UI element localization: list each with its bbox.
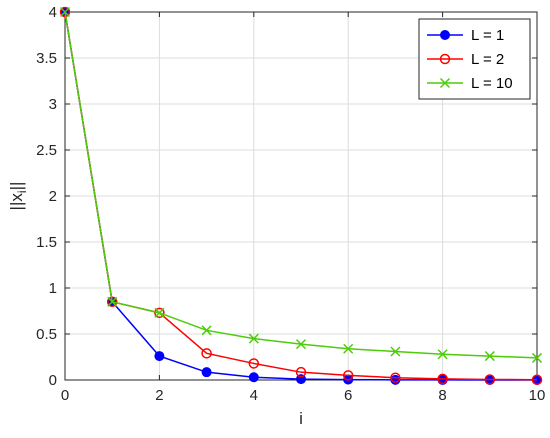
y-tick-label: 2 xyxy=(49,188,57,205)
data-point xyxy=(201,348,212,359)
data-point xyxy=(248,358,260,369)
y-axis-label-tail: || xyxy=(7,182,26,191)
legend-label: L = 10 xyxy=(471,75,513,92)
data-point xyxy=(531,374,543,385)
y-axis-label-main: ||x xyxy=(7,193,26,211)
series-group xyxy=(59,6,543,385)
y-tick-label: 2.5 xyxy=(36,142,57,159)
data-point xyxy=(154,307,165,318)
data-point xyxy=(342,370,354,381)
legend-item: L = 2 xyxy=(427,51,504,68)
data-point xyxy=(154,307,165,319)
data-point xyxy=(248,372,259,383)
y-axis-label-subscript: i xyxy=(15,190,29,193)
y-tick-label: 3.5 xyxy=(36,50,57,67)
data-point xyxy=(201,325,212,336)
x-tick-label: 2 xyxy=(155,387,163,404)
y-tick-label: 1 xyxy=(49,280,57,297)
data-point xyxy=(295,339,307,350)
x-tick-label: 8 xyxy=(438,387,446,404)
data-point xyxy=(439,77,451,89)
x-axis-label: i xyxy=(299,409,303,428)
x-tick-label: 6 xyxy=(344,387,352,404)
data-point xyxy=(390,346,401,357)
series-l=10 xyxy=(59,6,543,363)
legend-label: L = 2 xyxy=(471,51,504,68)
data-point xyxy=(154,351,165,362)
data-point xyxy=(437,349,448,360)
x-tick-label: 10 xyxy=(529,387,546,404)
legend-label: L = 1 xyxy=(471,27,504,44)
y-tick-label: 4 xyxy=(49,4,57,21)
legend: L = 1 L = 2 L = 10 xyxy=(418,18,531,100)
axis-ticks: 0 2 4 6 8 10 0 0.5 1 1.5 2 2.5 3 3.5 4 xyxy=(36,4,545,404)
y-axis-label: ||xi|| xyxy=(7,182,29,211)
data-point xyxy=(295,366,307,378)
data-point xyxy=(531,352,543,363)
data-point xyxy=(107,296,118,307)
legend-item: L = 10 xyxy=(427,75,513,92)
data-point xyxy=(437,373,448,385)
data-point xyxy=(440,30,450,40)
y-tick-label: 0 xyxy=(49,372,57,389)
y-tick-label: 1.5 xyxy=(36,234,57,251)
data-point xyxy=(59,6,71,18)
legend-item: L = 1 xyxy=(427,27,504,44)
data-point xyxy=(390,372,401,383)
x-tick-label: 0 xyxy=(61,387,69,404)
data-point xyxy=(439,53,451,65)
data-point xyxy=(201,367,212,378)
data-point xyxy=(248,333,259,344)
y-tick-label: 3 xyxy=(49,96,57,113)
data-point xyxy=(484,351,495,362)
data-point xyxy=(343,343,354,354)
y-tick-label: 0.5 xyxy=(36,326,57,343)
x-tick-label: 4 xyxy=(250,387,258,404)
data-point xyxy=(484,374,496,385)
